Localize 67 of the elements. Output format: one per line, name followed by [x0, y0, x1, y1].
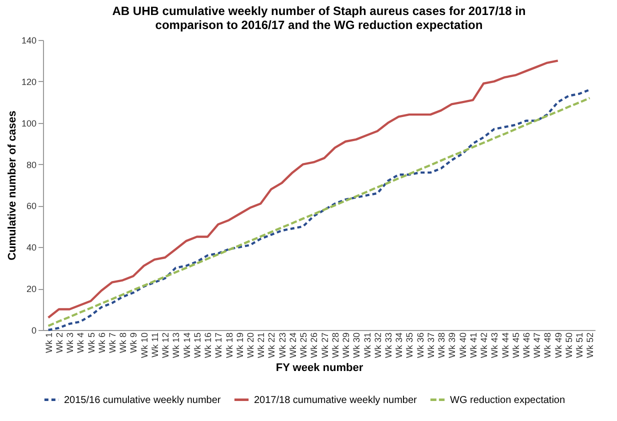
x-tick-label: Wk 2 — [54, 332, 64, 354]
x-tick-label: Wk 44 — [500, 332, 510, 358]
x-tick-label: Wk 46 — [522, 332, 532, 358]
x-tick-label: Wk 36 — [415, 332, 426, 358]
x-tick-label: Wk 41 — [468, 332, 478, 358]
y-tick-label: 20 — [26, 284, 36, 294]
x-tick-label: Wk 48 — [542, 332, 553, 358]
x-tick-label: Wk 51 — [574, 332, 585, 358]
y-axis-title: Cumulative number of cases — [6, 110, 18, 260]
x-tick-label: Wk 43 — [490, 332, 500, 358]
legend-label: 2017/18 cumumative weekly number — [254, 394, 418, 406]
x-tick-label: Wk 50 — [564, 332, 574, 358]
y-tick-label: 140 — [21, 36, 36, 46]
x-tick-label: Wk 42 — [479, 332, 490, 358]
x-tick-label: Wk 12 — [160, 332, 171, 358]
x-tick-label: Wk 18 — [224, 332, 234, 358]
x-tick-label: Wk 26 — [309, 332, 320, 358]
x-tick-label: Wk 28 — [330, 332, 340, 358]
x-tick-label: Wk 24 — [288, 332, 298, 358]
y-tick-label: 60 — [26, 201, 36, 212]
x-axis-title: FY week number — [276, 362, 364, 374]
line-series — [47, 60, 559, 319]
x-tick-label: Wk 22 — [266, 332, 277, 358]
chart-title: AB UHB cumulative weekly number of Staph aureus cases for 2017/18 in comparison to 2016/17 and the WG reduction expectation — [112, 4, 526, 32]
x-tick-label: Wk 10 — [139, 332, 150, 358]
x-tick-label: Wk 21 — [256, 332, 266, 358]
y-tick-label: 100 — [21, 118, 36, 128]
x-tick-label: Wk 4 — [76, 332, 86, 354]
legend-label: 2015/16 cumulative weekly number — [64, 394, 222, 406]
x-tick-label: Wk 16 — [203, 332, 214, 358]
y-tick-label: 40 — [26, 242, 36, 253]
legend-label: WG reduction expectation — [450, 394, 566, 406]
x-tick-label: Wk 29 — [341, 332, 352, 358]
x-tick-label: Wk 31 — [362, 332, 372, 358]
x-tick-label: Wk 39 — [447, 332, 458, 358]
x-tick-label: Wk 52 — [585, 332, 596, 358]
x-tick-label: Wk 27 — [320, 332, 330, 358]
y-tick-label: 120 — [21, 76, 36, 87]
x-tick-label: Wk 7 — [108, 332, 118, 354]
x-tick-label: Wk 3 — [65, 332, 76, 354]
x-tick-label: Wk 30 — [352, 332, 362, 358]
x-tick-label: Wk 23 — [277, 332, 288, 358]
x-tick-label: Wk 1 — [44, 332, 54, 354]
x-tick-label: Wk 13 — [171, 332, 182, 358]
x-tick-label: Wk 20 — [246, 332, 256, 358]
x-tick-label: Wk 17 — [214, 332, 224, 358]
x-tick-label: Wk 15 — [192, 332, 202, 358]
x-tick-label: Wk 33 — [384, 332, 394, 358]
x-tick-label: Wk 32 — [372, 332, 383, 358]
x-tick-label: Wk 37 — [426, 332, 436, 358]
x-tick-label: Wk 19 — [234, 332, 245, 358]
x-tick-label: Wk 9 — [128, 332, 139, 354]
x-tick-label: Wk 49 — [553, 332, 564, 358]
x-tick-label: Wk 40 — [458, 332, 468, 358]
x-tick-label: Wk 47 — [532, 332, 542, 358]
y-tick-label: 0 — [31, 326, 36, 336]
x-tick-label: Wk 25 — [298, 332, 309, 358]
x-tick-label: Wk 14 — [182, 332, 192, 358]
y-tick-label: 80 — [26, 160, 36, 170]
x-tick-label: Wk 35 — [404, 332, 415, 358]
x-tick-label: Wk 45 — [510, 332, 521, 358]
x-tick-label: Wk 38 — [436, 332, 447, 358]
x-tick-label: Wk 8 — [118, 332, 128, 354]
x-tick-label: Wk 11 — [150, 332, 160, 358]
x-tick-label: Wk 34 — [394, 332, 404, 358]
x-tick-label: Wk 6 — [96, 332, 107, 354]
x-tick-label: Wk 5 — [86, 332, 96, 354]
